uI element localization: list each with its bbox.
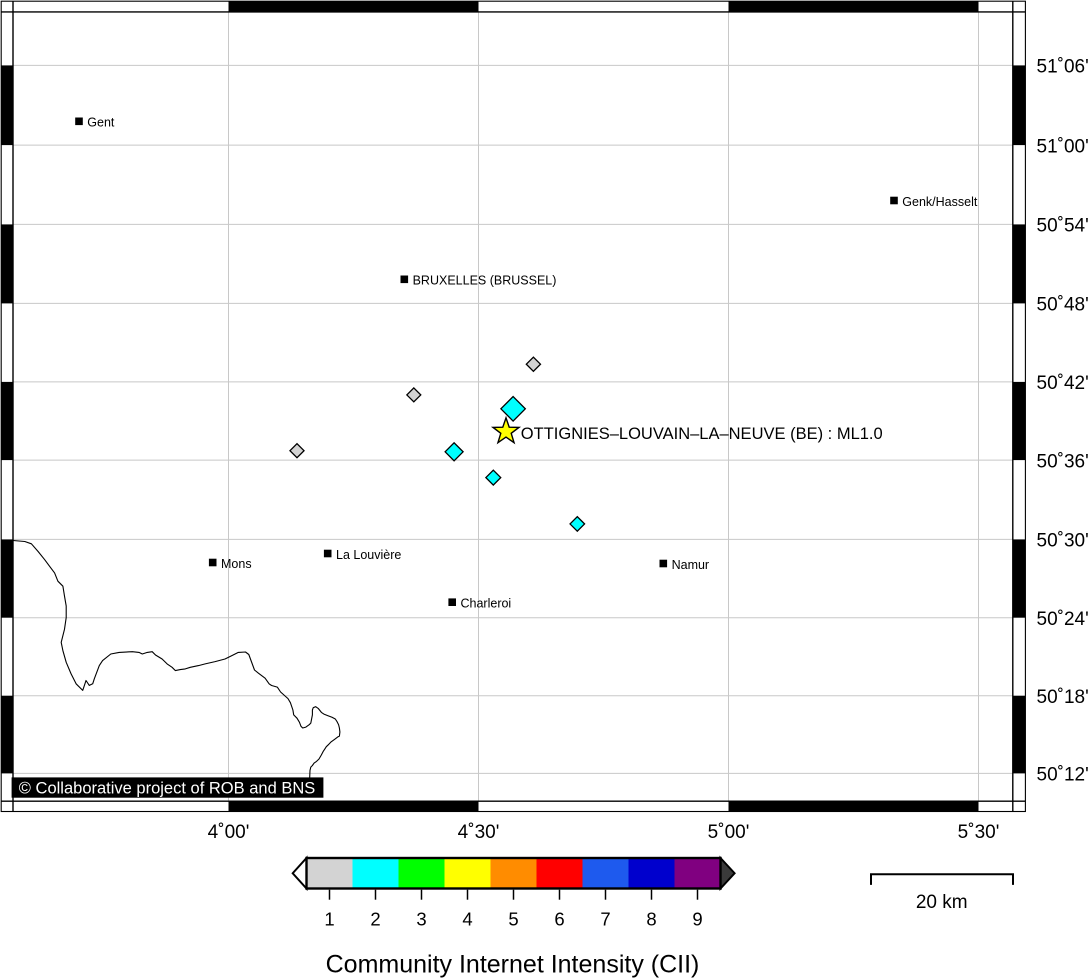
svg-text:50˚30': 50˚30'	[1037, 531, 1088, 552]
svg-text:4˚00': 4˚00'	[208, 822, 250, 843]
svg-text:© Collaborative project of ROB: © Collaborative project of ROB and BNS	[19, 779, 315, 797]
svg-text:51˚06': 51˚06'	[1037, 57, 1088, 78]
svg-text:5˚30': 5˚30'	[958, 822, 1000, 843]
svg-text:20 km: 20 km	[916, 892, 968, 913]
svg-text:Community Internet Intensity (: Community Internet Intensity (CII)	[326, 950, 700, 978]
svg-text:Genk/Hasselt: Genk/Hasselt	[902, 195, 978, 209]
svg-text:OTTIGNIES–LOUVAIN–LA–NEUVE (BE: OTTIGNIES–LOUVAIN–LA–NEUVE (BE) : ML1.0	[521, 425, 883, 443]
svg-text:5: 5	[508, 908, 518, 929]
svg-text:7: 7	[600, 908, 610, 929]
svg-text:4: 4	[462, 908, 472, 929]
svg-text:La Louvière: La Louvière	[336, 548, 401, 562]
svg-text:50˚54': 50˚54'	[1037, 216, 1088, 237]
svg-text:50˚36': 50˚36'	[1037, 451, 1088, 472]
svg-text:8: 8	[646, 908, 656, 929]
svg-text:50˚24': 50˚24'	[1037, 609, 1088, 630]
svg-text:BRUXELLES (BRUSSEL): BRUXELLES (BRUSSEL)	[413, 274, 557, 288]
svg-text:Namur: Namur	[672, 558, 710, 572]
svg-text:Gent: Gent	[87, 116, 115, 130]
svg-text:5˚00': 5˚00'	[708, 822, 750, 843]
svg-text:Mons: Mons	[221, 557, 252, 571]
svg-text:1: 1	[324, 908, 334, 929]
svg-text:Charleroi: Charleroi	[461, 597, 512, 611]
svg-text:2: 2	[370, 908, 380, 929]
svg-text:50˚12': 50˚12'	[1037, 765, 1088, 786]
svg-text:9: 9	[692, 908, 702, 929]
svg-text:51˚00': 51˚00'	[1037, 136, 1088, 157]
svg-text:4˚30': 4˚30'	[458, 822, 500, 843]
svg-text:50˚18': 50˚18'	[1037, 687, 1088, 708]
svg-text:50˚42': 50˚42'	[1037, 373, 1088, 394]
svg-text:50˚48': 50˚48'	[1037, 295, 1088, 316]
svg-text:6: 6	[554, 908, 564, 929]
svg-text:3: 3	[416, 908, 426, 929]
